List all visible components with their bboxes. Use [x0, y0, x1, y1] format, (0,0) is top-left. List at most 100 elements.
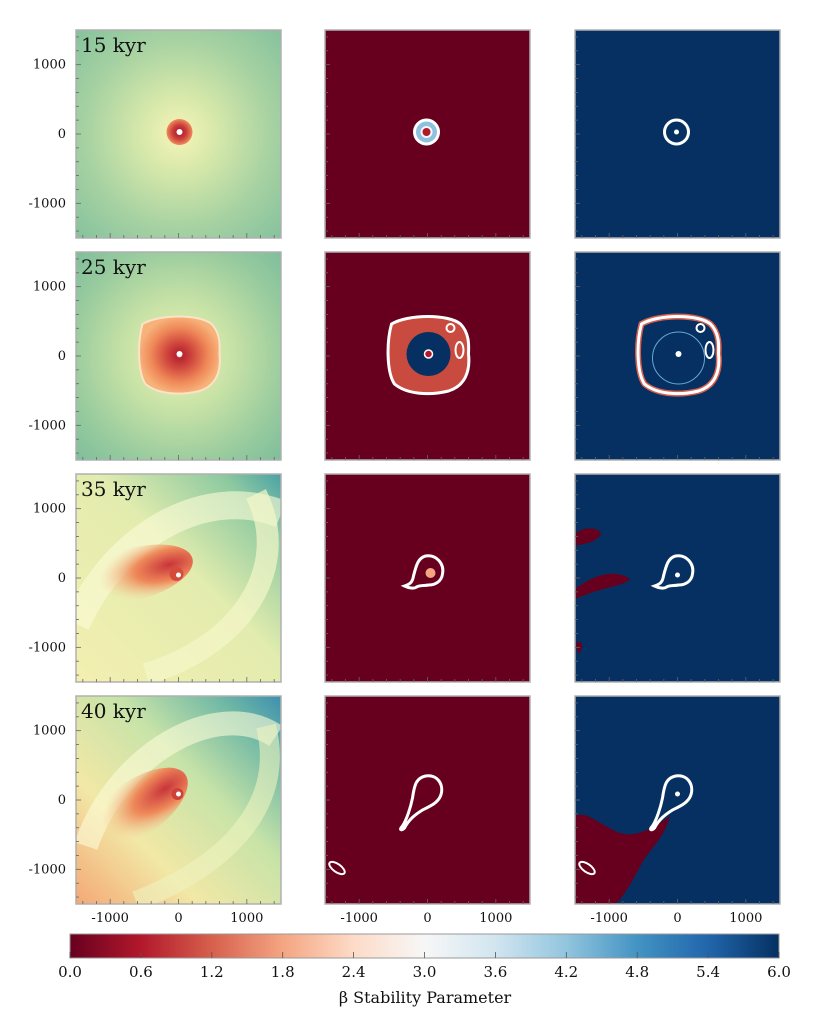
panel-r4-c3 — [574, 695, 781, 905]
y-tick-label: 0 — [58, 793, 66, 808]
y-tick-label: 0 — [58, 571, 66, 586]
colorbar-tick-label: 6.0 — [767, 963, 791, 981]
panel-content — [76, 252, 281, 460]
disk-contour — [636, 315, 721, 396]
warm-spot — [425, 568, 436, 578]
panel-content — [575, 696, 780, 904]
disk-contour — [663, 118, 690, 146]
colorbar-tick-label: 4.8 — [625, 963, 649, 981]
spiral-arm — [142, 489, 279, 682]
sink-particle — [675, 791, 680, 797]
x-tick-label: -1000 — [590, 911, 627, 926]
y-tick-label: 1000 — [33, 280, 66, 295]
y-tick-label: -1000 — [29, 640, 66, 655]
x-tick-label: 1000 — [729, 911, 762, 926]
unstable-region — [575, 573, 630, 599]
colorbar-tick-label: 4.2 — [554, 963, 578, 981]
panel-content — [76, 474, 281, 682]
panel-r3-c2 — [324, 473, 531, 683]
panel-r1-c2 — [324, 29, 531, 239]
disk-contour — [386, 315, 471, 396]
disk-contour — [400, 554, 445, 590]
colorbar-tick-label: 1.8 — [271, 963, 295, 981]
time-label: 40 kyr — [81, 699, 146, 723]
time-label: 35 kyr — [81, 477, 146, 501]
inner-ring — [652, 331, 705, 385]
unstable-core — [422, 128, 431, 136]
x-tick-label: -1000 — [91, 911, 128, 926]
panel-r2-c1: 25 kyr — [75, 251, 282, 461]
clump-contour — [704, 341, 715, 359]
colorbar-label: β Stability Parameter — [339, 988, 512, 1007]
x-tick-label: -1000 — [340, 911, 377, 926]
unstable-region — [575, 814, 670, 904]
sink-particle — [176, 572, 181, 578]
axis-ticks: 1000 0 -1000 1000 0 -1000 1000 0 -1000 1000 0 -1000… — [29, 36, 774, 926]
unstable-region — [575, 642, 582, 654]
clump-contour — [578, 860, 596, 876]
colorbar-tick-label: 2.4 — [342, 963, 366, 981]
x-tick-label: 0 — [423, 911, 431, 926]
sink-particle — [176, 351, 183, 357]
y-tick-label: -1000 — [29, 196, 66, 211]
panel-content — [76, 30, 281, 238]
panel-content — [76, 696, 281, 904]
panel-r2-c3 — [574, 251, 781, 461]
panel-content — [325, 474, 530, 682]
time-label: 25 kyr — [81, 255, 146, 279]
panel-grid: 15 kyr 25 kyr 35 kyr 40 kyr — [75, 29, 781, 905]
x-tick-label: 1000 — [479, 911, 512, 926]
clump-contour — [328, 860, 346, 876]
panel-content — [575, 474, 780, 682]
panel-r3-c3 — [574, 473, 781, 683]
panel-content — [325, 30, 530, 238]
sink-particle — [176, 791, 181, 797]
panel-content — [325, 696, 530, 904]
spiral-arm — [132, 723, 280, 904]
unstable-region — [575, 528, 601, 546]
sink-particle — [674, 129, 679, 135]
colorbar-ticks: 0.0 0.6 1.2 1.8 2.4 3.0 3.6 4.2 4.8 5.4 6.0 — [58, 952, 791, 981]
disk-contour — [650, 554, 695, 590]
clump-contour — [445, 323, 456, 333]
y-tick-label: 0 — [58, 349, 66, 364]
panel-content — [325, 252, 530, 460]
panel-r1-c1: 15 kyr — [75, 29, 282, 239]
time-label: 15 kyr — [81, 33, 146, 57]
dense-filament — [76, 544, 193, 604]
colorbar-tick-label: 3.6 — [483, 963, 507, 981]
panel-r4-c2 — [324, 695, 531, 905]
panel-r1-c3 — [574, 29, 781, 239]
beta-map — [325, 474, 530, 682]
dense-filament — [81, 767, 188, 853]
unstable-core — [423, 349, 434, 359]
sink-particle — [176, 129, 183, 135]
colorbar-tick-label: 1.2 — [200, 963, 224, 981]
disk-contour — [399, 774, 444, 832]
colorbar-tick-label: 3.0 — [413, 963, 437, 981]
y-tick-label: -1000 — [29, 418, 66, 433]
clump-contour — [695, 323, 706, 333]
x-tick-label: 0 — [673, 911, 681, 926]
disk-contour — [649, 774, 694, 832]
colorbar-tick-label: 0.0 — [58, 963, 82, 981]
y-tick-label: -1000 — [29, 862, 66, 877]
panel-r3-c1: 35 kyr — [75, 473, 282, 683]
y-tick-label: 1000 — [33, 724, 66, 739]
sink-particle — [675, 572, 680, 578]
y-tick-label: 1000 — [33, 58, 66, 73]
y-tick-label: 1000 — [33, 502, 66, 517]
colorbar-tick-label: 5.4 — [696, 963, 720, 981]
x-tick-label: 0 — [174, 911, 182, 926]
beta-map — [325, 696, 530, 904]
panel-content — [575, 252, 780, 460]
sink-particle — [675, 351, 682, 357]
panel-content — [575, 30, 780, 238]
panel-r4-c1: 40 kyr — [75, 695, 282, 905]
disk-contour — [413, 118, 440, 146]
x-tick-label: 1000 — [230, 911, 263, 926]
clump-contour — [454, 341, 465, 359]
panel-r2-c2 — [324, 251, 531, 461]
colorbar-tick-label: 0.6 — [129, 963, 153, 981]
